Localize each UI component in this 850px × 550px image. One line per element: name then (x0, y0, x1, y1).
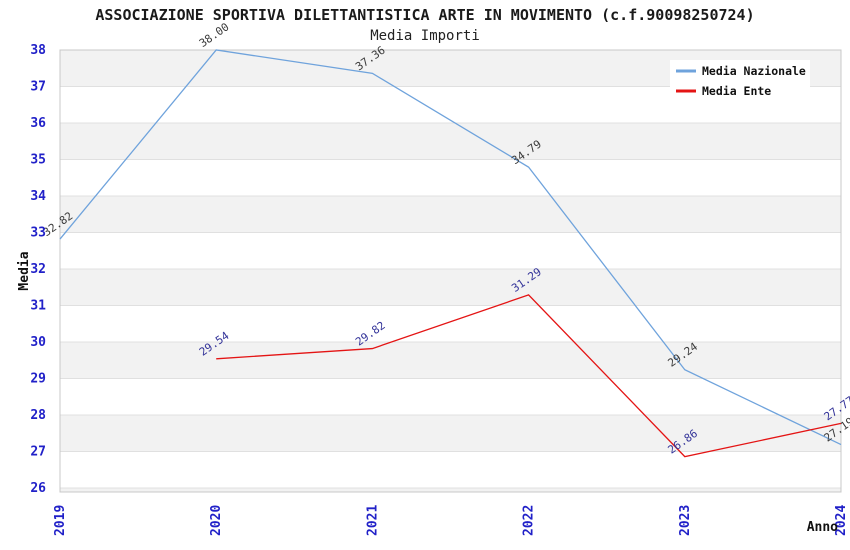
y-tick-label: 35 (30, 153, 46, 168)
y-tick-label: 32 (30, 262, 46, 277)
x-tick-label: 2023 (678, 505, 693, 536)
series-line-media-ente (216, 294, 842, 458)
x-tick-label: 2020 (209, 505, 224, 536)
legend-label-media-nazionale: Media Nazionale (702, 64, 806, 78)
data-label: 38.00 (197, 20, 232, 50)
grid-band (60, 488, 841, 492)
x-tick-label: 2021 (365, 505, 380, 536)
y-tick-label: 29 (30, 372, 46, 387)
y-tick-label: 31 (30, 299, 46, 314)
grid-band (60, 415, 841, 452)
grid-band (60, 196, 841, 233)
legend: Media Nazionale Media Ente (670, 60, 810, 103)
y-tick-label: 27 (30, 445, 46, 460)
legend-box (670, 60, 810, 103)
y-tick-label: 28 (30, 408, 46, 423)
x-axis-title: Anno (807, 520, 838, 535)
y-tick-label: 33 (30, 226, 46, 241)
y-tick-label: 26 (30, 481, 46, 496)
chart-title: ASSOCIAZIONE SPORTIVA DILETTANTISTICA AR… (95, 6, 754, 24)
y-tick-label: 38 (30, 43, 46, 58)
y-tick-label: 37 (30, 80, 46, 95)
grid-band (60, 342, 841, 379)
y-tick-label: 34 (30, 189, 46, 204)
plot-border (59, 49, 842, 493)
series-line-media-nazionale (59, 49, 842, 446)
chart-subtitle: Media Importi (370, 28, 480, 44)
y-tick-label: 36 (30, 116, 46, 131)
grid-band (60, 269, 841, 306)
x-tick-label: 2022 (522, 505, 537, 536)
y-tick-label: 30 (30, 335, 46, 350)
y-axis-title: Media (17, 251, 32, 290)
x-tick-label: 2024 (834, 505, 849, 536)
grid-band (60, 123, 841, 160)
legend-label-media-ente: Media Ente (702, 84, 771, 98)
x-tick-label: 2019 (53, 505, 68, 536)
